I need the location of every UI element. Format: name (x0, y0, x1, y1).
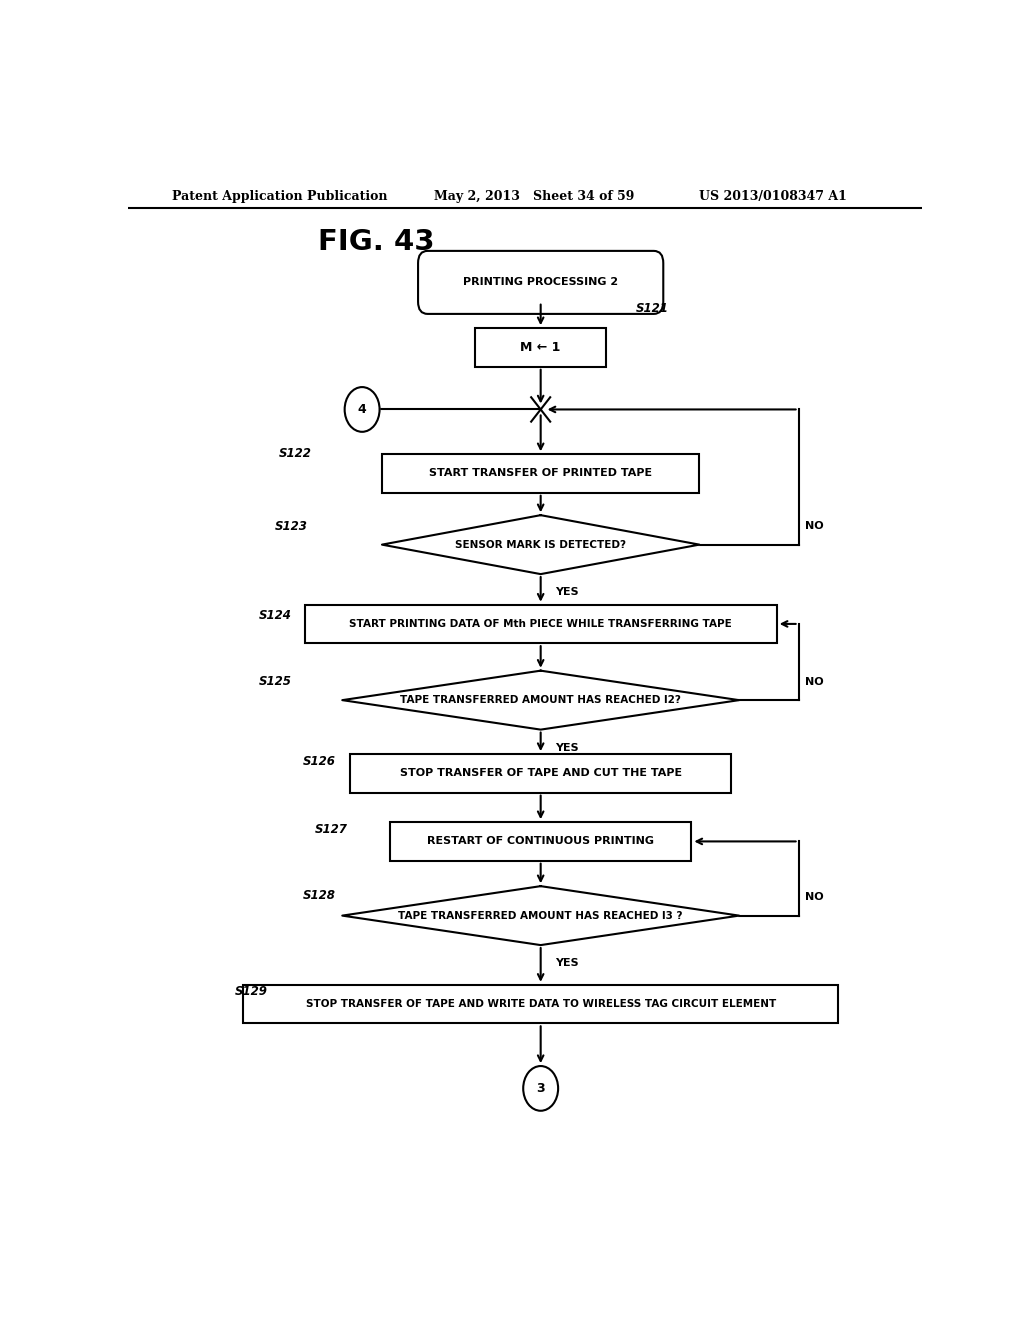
Text: S125: S125 (259, 676, 292, 688)
Text: NO: NO (805, 677, 823, 686)
Text: STOP TRANSFER OF TAPE AND WRITE DATA TO WIRELESS TAG CIRCUIT ELEMENT: STOP TRANSFER OF TAPE AND WRITE DATA TO … (305, 999, 776, 1008)
Text: PRINTING PROCESSING 2: PRINTING PROCESSING 2 (463, 277, 618, 288)
Bar (475, 329, 606, 367)
Text: TAPE TRANSFERRED AMOUNT HAS REACHED l2?: TAPE TRANSFERRED AMOUNT HAS REACHED l2? (400, 696, 681, 705)
Text: START TRANSFER OF PRINTED TAPE: START TRANSFER OF PRINTED TAPE (429, 469, 652, 478)
Bar (390, 822, 691, 861)
Bar (243, 985, 839, 1023)
Polygon shape (342, 671, 739, 730)
Text: Patent Application Publication: Patent Application Publication (172, 190, 387, 202)
Text: May 2, 2013   Sheet 34 of 59: May 2, 2013 Sheet 34 of 59 (433, 190, 634, 202)
Text: TAPE TRANSFERRED AMOUNT HAS REACHED l3 ?: TAPE TRANSFERRED AMOUNT HAS REACHED l3 ? (398, 911, 683, 920)
Text: 4: 4 (357, 403, 367, 416)
Text: S122: S122 (279, 446, 311, 459)
Text: RESTART OF CONTINUOUS PRINTING: RESTART OF CONTINUOUS PRINTING (427, 837, 654, 846)
Bar (350, 754, 731, 792)
Polygon shape (382, 515, 699, 574)
Text: YES: YES (555, 743, 579, 752)
Text: S128: S128 (303, 888, 336, 902)
Polygon shape (342, 886, 739, 945)
Text: STOP TRANSFER OF TAPE AND CUT THE TAPE: STOP TRANSFER OF TAPE AND CUT THE TAPE (399, 768, 682, 779)
Text: S129: S129 (236, 985, 268, 998)
Text: NO: NO (805, 892, 823, 903)
Text: S123: S123 (274, 520, 307, 533)
Text: S121: S121 (636, 302, 669, 315)
Text: NO: NO (805, 521, 823, 532)
Text: START PRINTING DATA OF Mth PIECE WHILE TRANSFERRING TAPE: START PRINTING DATA OF Mth PIECE WHILE T… (349, 619, 732, 628)
Circle shape (523, 1067, 558, 1110)
Text: S126: S126 (303, 755, 336, 768)
Text: 3: 3 (537, 1082, 545, 1094)
Text: M ← 1: M ← 1 (520, 341, 561, 354)
Text: YES: YES (555, 958, 579, 969)
Text: US 2013/0108347 A1: US 2013/0108347 A1 (699, 190, 847, 202)
Text: S127: S127 (314, 822, 347, 836)
Bar (304, 605, 777, 643)
Text: S124: S124 (259, 610, 292, 622)
Text: YES: YES (555, 587, 579, 598)
Text: SENSOR MARK IS DETECTED?: SENSOR MARK IS DETECTED? (456, 540, 626, 549)
Bar (382, 454, 699, 492)
Text: FIG. 43: FIG. 43 (318, 228, 435, 256)
Circle shape (345, 387, 380, 432)
FancyBboxPatch shape (418, 251, 664, 314)
